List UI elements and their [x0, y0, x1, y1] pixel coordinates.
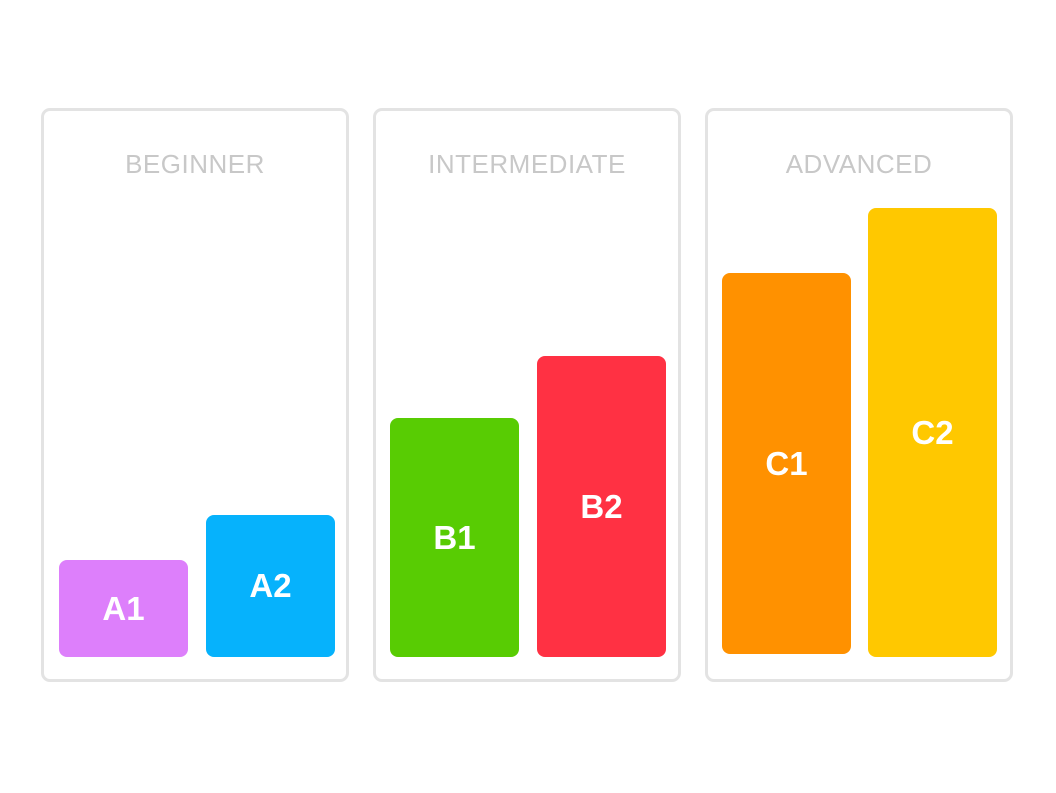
bar-a2: A2 — [206, 515, 335, 657]
bar-b1: B1 — [390, 418, 519, 657]
panel-title-beginner: BEGINNER — [125, 149, 265, 179]
panel-advanced: ADVANCED C1 C2 — [705, 108, 1013, 682]
bar-a1: A1 — [59, 560, 188, 657]
panel-title-intermediate: INTERMEDIATE — [428, 149, 626, 179]
bar-label-b2: B2 — [580, 487, 623, 525]
panel-title-advanced: ADVANCED — [785, 149, 933, 179]
bar-c1: C1 — [722, 273, 851, 654]
bar-b2: B2 — [537, 356, 666, 657]
bar-label-b1: B1 — [433, 518, 476, 556]
bar-label-a1: A1 — [102, 589, 145, 627]
bar-c2: C2 — [868, 208, 997, 657]
bar-label-a2: A2 — [249, 567, 292, 604]
bar-label-c2: C2 — [911, 413, 954, 451]
bar-label-c1: C1 — [765, 444, 808, 482]
panel-intermediate: INTERMEDIATE B1 B2 — [373, 108, 681, 682]
panel-beginner: BEGINNER A1 A2 — [41, 108, 349, 682]
